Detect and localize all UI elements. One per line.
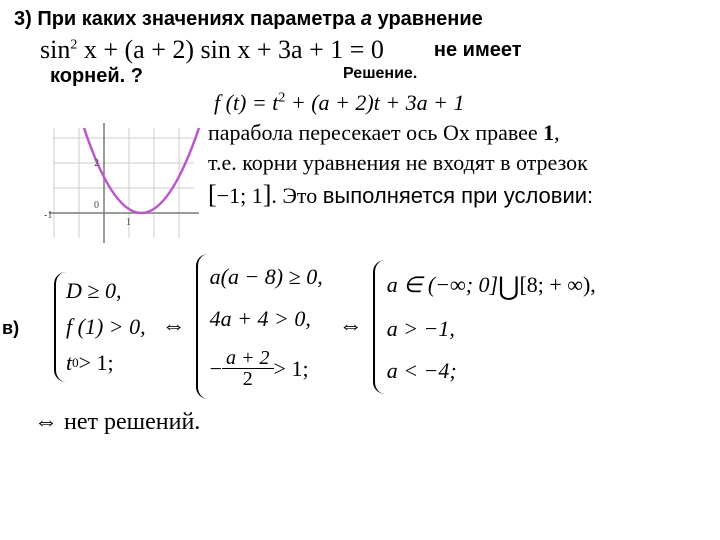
title-prefix: 3) При каких значениях параметра (14, 8, 361, 30)
origin-label: 0 (94, 200, 99, 211)
sys2-l1: a(a − 8) ≥ 0, (210, 264, 323, 290)
explanation-text: парабола пересекает ось Ox правее 1, т.е… (208, 118, 593, 248)
final-answer: ⇔ нет решений. (34, 409, 706, 436)
main-equation: sin2 x + (a + 2) sin x + 3a + 1 = 0 (40, 35, 384, 65)
para2: т.е. корни уравнения не входят в отрезок (208, 150, 588, 175)
sys3-l3: a < −4; (387, 358, 596, 384)
tick-n1: -1 (44, 210, 52, 221)
iff-1: ⇔ (162, 313, 186, 340)
sys1-l2: f (1) > 0, (66, 314, 146, 340)
reshenie-label: Решение. (343, 65, 417, 88)
systems-row: D ≥ 0, f (1) > 0, t0 > 1; ⇔ a(a − 8) ≥ 0… (54, 254, 706, 399)
sys3-l1: a ∈ (−∞; 0]⋃[8; + ∞), (387, 270, 596, 300)
final-arrow: ⇔ (34, 409, 64, 435)
tick-2: 2 (94, 158, 99, 169)
tick-1: 1 (126, 217, 131, 228)
ft-definition: f (t) = t2 + (a + 2)t + 3a + 1 (214, 90, 706, 116)
system-2: a(a − 8) ≥ 0, 4a + 4 > 0, − a + 22 > 1; (196, 254, 329, 399)
variant-label: в) (2, 318, 19, 339)
title-param: a (361, 8, 372, 30)
sys2-l2: 4a + 4 > 0, (210, 306, 323, 332)
eq-sin: sin (40, 35, 70, 64)
parabola-curve (84, 128, 199, 213)
final-text: нет решений. (64, 409, 200, 435)
iff-2: ⇔ (339, 313, 363, 340)
parabola-graph: 0 1 2 -1 (44, 118, 204, 248)
mid-row: 0 1 2 -1 парабола пересекает ось Ox прав… (14, 118, 706, 248)
problem-title: 3) При каких значениях параметра a уравн… (14, 8, 706, 31)
system-3: a ∈ (−∞; 0]⋃[8; + ∞), a > −1, a < −4; (373, 260, 602, 394)
ft-lhs: f (t) = t (214, 90, 278, 115)
sys2-l3: − a + 22 > 1; (210, 348, 323, 389)
row2: корней. ? Решение. (14, 65, 706, 88)
sys1-l1: D ≥ 0, (66, 278, 146, 304)
ft-tail: + (a + 2)t + 3a + 1 (285, 90, 464, 115)
korney-label: корней. ? (50, 65, 143, 88)
title-suffix: уравнение (372, 8, 483, 30)
interval: −1; 1 (217, 183, 263, 208)
eq-mid: x + (a + 2) sin x + 3a + 1 = 0 (77, 35, 384, 64)
one-bold: 1 (543, 120, 554, 145)
sys3-l2: a > −1, (387, 316, 596, 342)
sys1-l3: t0 > 1; (66, 350, 146, 376)
condition-text: выполняется при условии: (323, 183, 593, 208)
equation-row: sin2 x + (a + 2) sin x + 3a + 1 = 0 не и… (40, 35, 706, 65)
eto: . Это (271, 183, 322, 208)
no-roots-label: не имеет (434, 39, 522, 62)
para1: парабола пересекает ось Ox правее (208, 120, 543, 145)
system-1: D ≥ 0, f (1) > 0, t0 > 1; (54, 272, 152, 382)
